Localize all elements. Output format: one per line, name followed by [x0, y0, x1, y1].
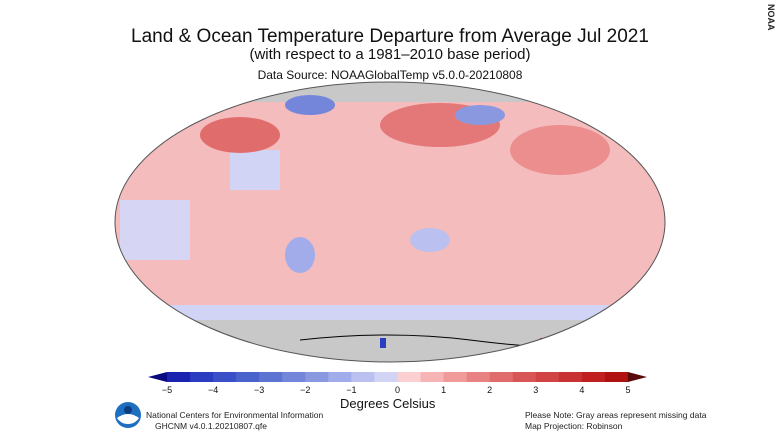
dataset-version: GHCNM v4.0.1.20210807.qfe: [155, 421, 267, 431]
colorbar-segment: [328, 372, 352, 382]
noaa-watermark: NOAA: [766, 4, 776, 31]
colorbar-segment: [213, 372, 237, 382]
colorbar-segment: [466, 372, 491, 382]
colorbar-segment: [558, 372, 583, 382]
colorbar-segment: [305, 372, 329, 382]
colorbar-tick-label: 1: [441, 385, 447, 395]
colorbar-segment: [604, 372, 629, 382]
colorbar-tick-label: −3: [254, 385, 265, 395]
colorbar-tick-label: 5: [625, 385, 631, 395]
map-border: [114, 81, 666, 363]
colorbar-segment: [236, 372, 260, 382]
colorbar-segment: [374, 372, 398, 382]
colorbar: [148, 372, 647, 382]
colorbar-segment: [420, 372, 445, 382]
colorbar-tick-label: 0: [394, 385, 400, 395]
org-name: National Centers for Environmental Infor…: [146, 410, 324, 420]
colorbar-tick-label: −5: [161, 385, 173, 395]
colorbar-segment: [512, 372, 537, 382]
colorbar-segment: [351, 372, 375, 382]
colorbar-high-arrow: [628, 372, 647, 382]
colorbar-segment: [443, 372, 468, 382]
colorbar-segment: [489, 372, 514, 382]
colorbar-tick-label: 4: [579, 385, 585, 395]
colorbar-segment: [167, 372, 191, 382]
colorbar-tick-label: −1: [346, 385, 357, 395]
colorbar-segment: [397, 372, 422, 382]
colorbar-tick-label: 2: [487, 385, 493, 395]
colorbar-tick-label: −4: [207, 385, 219, 395]
noaa-logo-icon: [115, 402, 141, 428]
projection-note: Map Projection: Robinson: [525, 421, 623, 431]
colorbar-low-arrow: [148, 372, 167, 382]
colorbar-tick-label: 3: [533, 385, 539, 395]
colorbar-label: Degrees Celsius: [340, 396, 436, 411]
map-subtitle: (with respect to a 1981–2010 base period…: [249, 46, 531, 63]
missing-data-note: Please Note: Gray areas represent missin…: [525, 410, 707, 420]
colorbar-segment: [282, 372, 306, 382]
colorbar-segment: [535, 372, 560, 382]
data-source: Data Source: NOAAGlobalTemp v5.0.0-20210…: [257, 68, 523, 82]
colorbar-segment: [581, 372, 606, 382]
antarctic-missing: [115, 318, 665, 362]
colorbar-segment: [259, 372, 283, 382]
arctic-missing: [115, 82, 665, 102]
colorbar-segment: [190, 372, 214, 382]
map-title: Land & Ocean Temperature Departure from …: [131, 26, 649, 47]
colorbar-tick-label: −2: [300, 385, 311, 395]
